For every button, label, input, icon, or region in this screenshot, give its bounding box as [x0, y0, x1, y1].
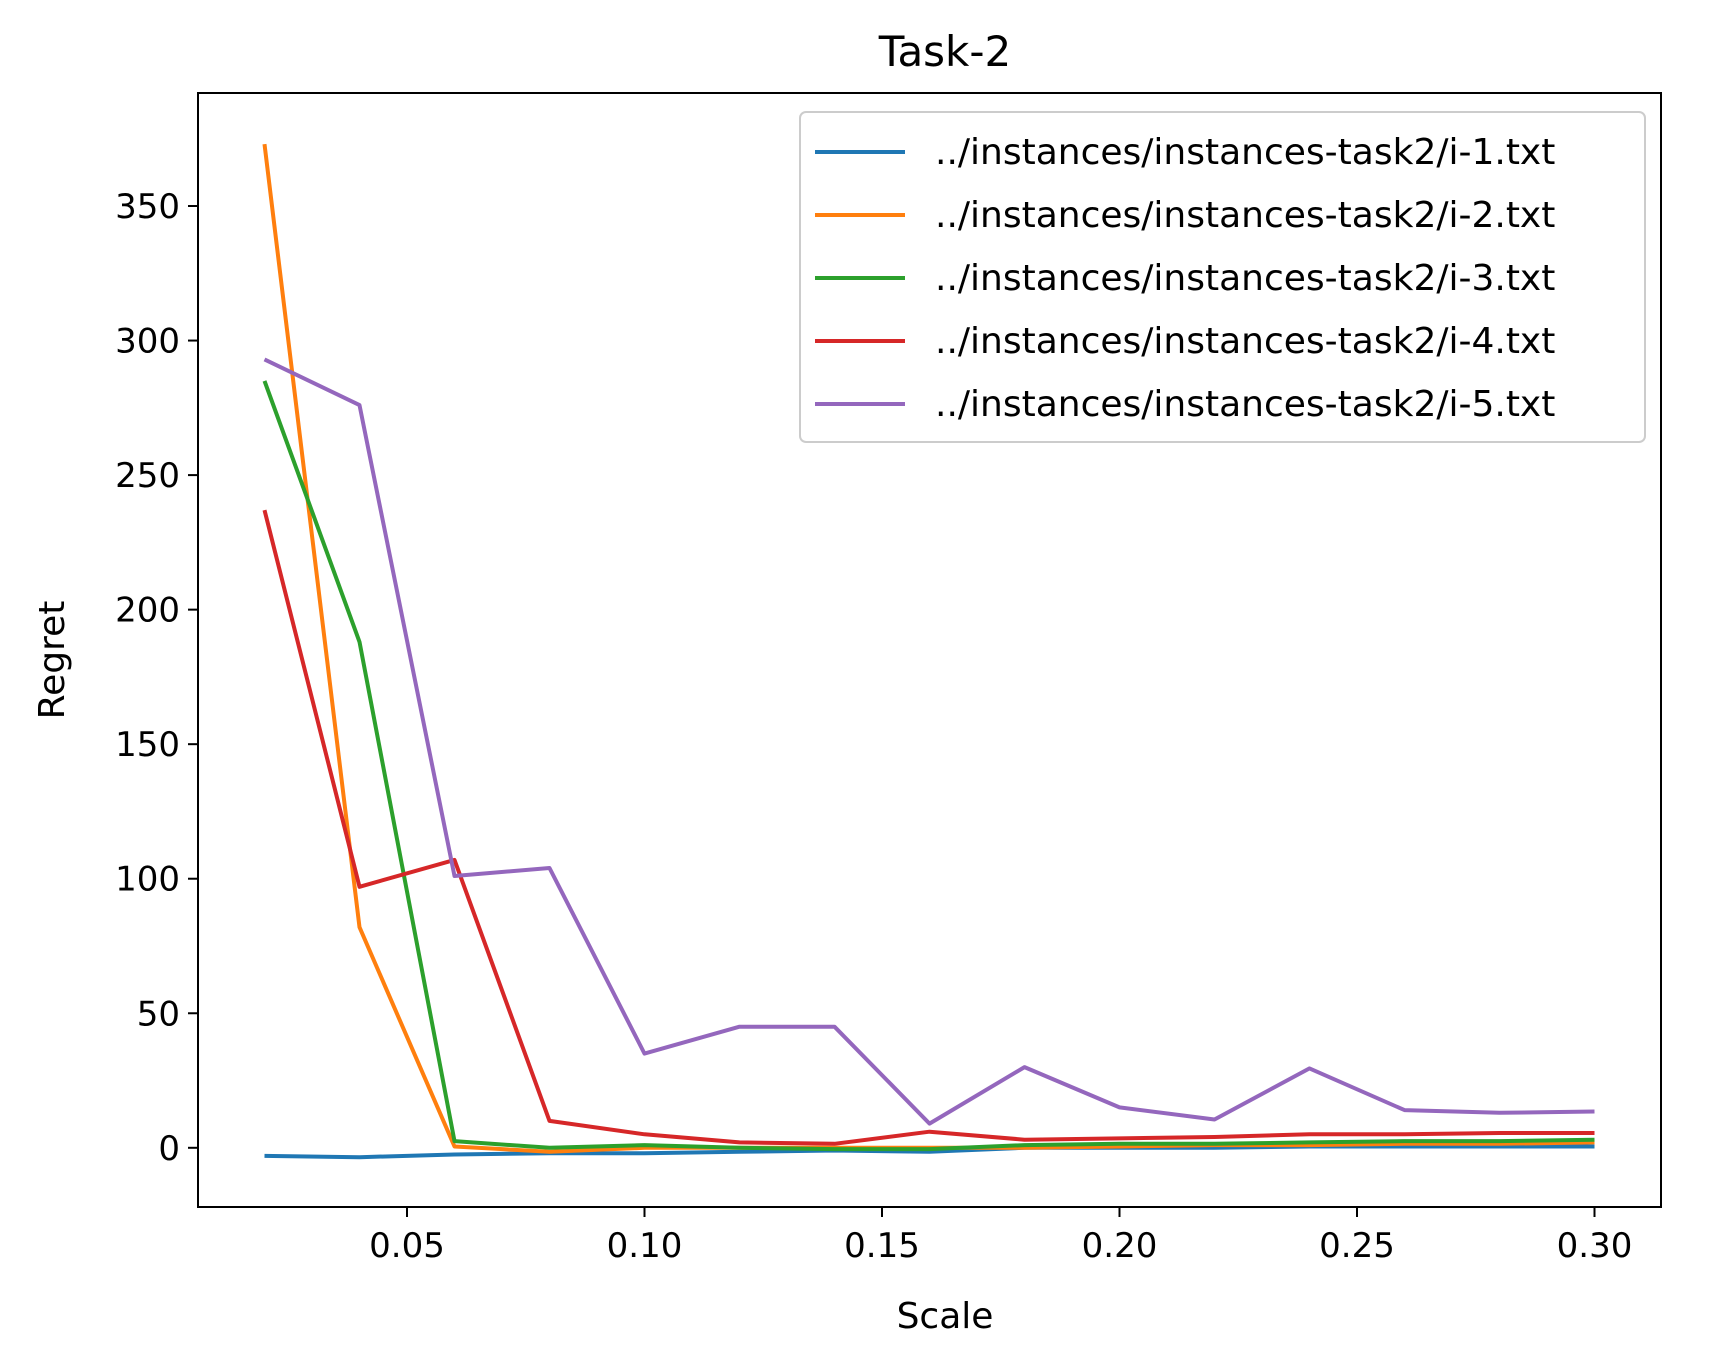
y-tick-label: 350	[115, 187, 180, 227]
legend-box	[799, 111, 1646, 443]
x-tick-label: 0.15	[844, 1226, 920, 1266]
x-tick-label: 0.30	[1557, 1226, 1633, 1266]
y-tick-label: 300	[115, 322, 180, 362]
x-axis-title: Scale	[897, 1296, 994, 1337]
chart-title: Task-2	[878, 27, 1012, 76]
series-line-5	[263, 357, 1595, 1126]
legend-label-1: ../instances/instances-task2/i-1.txt	[935, 132, 1555, 173]
y-tick-label: 50	[137, 994, 180, 1034]
legend-label-2: ../instances/instances-task2/i-2.txt	[935, 195, 1555, 236]
y-tick-label: 100	[115, 860, 180, 900]
y-axis-title: Regret	[32, 601, 73, 720]
legend-label-3: ../instances/instances-task2/i-3.txt	[935, 258, 1555, 299]
legend-label-5: ../instances/instances-task2/i-5.txt	[935, 384, 1555, 425]
legend: ../instances/instances-task2/i-1.txt ../i…	[799, 111, 1646, 443]
x-tick-label: 0.05	[369, 1226, 445, 1266]
y-tick-label: 250	[115, 456, 180, 496]
plot-frame	[197, 92, 1662, 1208]
x-tick-label: 0.10	[607, 1226, 683, 1266]
series-line-1	[264, 1144, 1595, 1160]
y-tick-label: 0	[158, 1129, 180, 1169]
x-tick-label: 0.25	[1319, 1226, 1395, 1266]
series-layer	[262, 143, 1595, 1160]
series-line-3	[262, 380, 1595, 1152]
y-tick-label: 150	[115, 725, 180, 765]
series-line-4	[262, 509, 1595, 1146]
ticks-layer: 0.05 0.10 0.15 0.20 0.25 0.30 0 50 100 150 200 250 3…	[115, 187, 1632, 1266]
y-tick-label: 200	[115, 591, 180, 631]
x-tick-label: 0.20	[1082, 1226, 1158, 1266]
legend-label-4: ../instances/instances-task2/i-4.txt	[935, 321, 1555, 362]
